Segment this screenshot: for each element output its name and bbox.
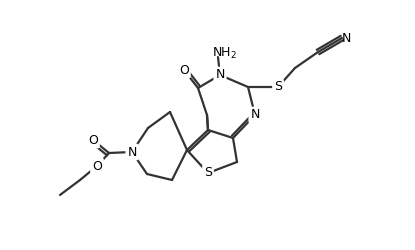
- Text: N: N: [342, 32, 352, 44]
- Text: N: N: [250, 108, 260, 122]
- Text: O: O: [179, 64, 189, 76]
- Text: O: O: [92, 160, 102, 172]
- Text: S: S: [274, 80, 282, 94]
- Text: N: N: [127, 146, 137, 158]
- Text: O: O: [88, 134, 98, 146]
- Text: N: N: [215, 68, 225, 82]
- Text: S: S: [204, 166, 212, 179]
- Text: NH$_2$: NH$_2$: [212, 46, 237, 60]
